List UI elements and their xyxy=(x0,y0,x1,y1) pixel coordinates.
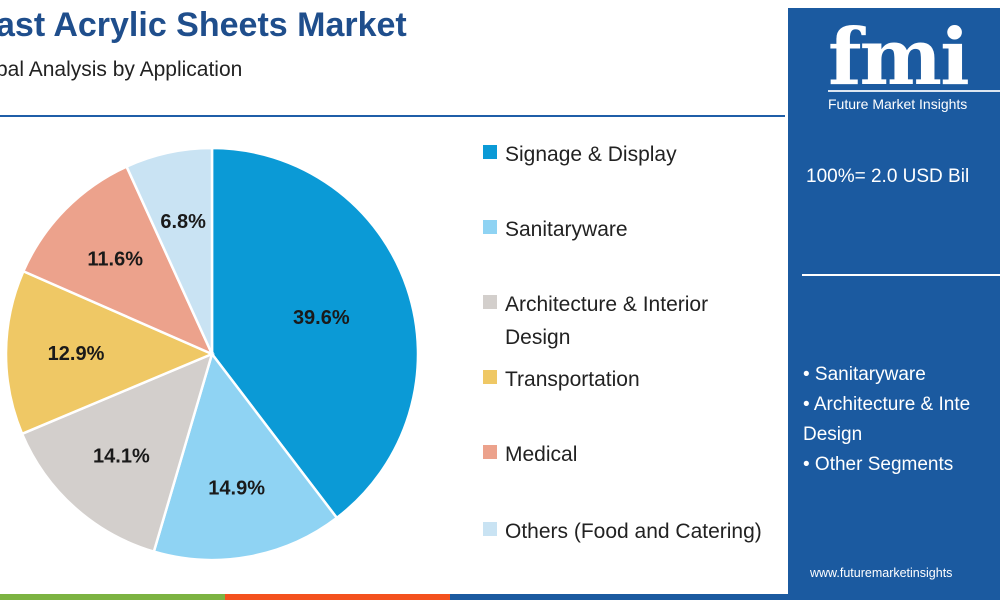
fmi-logo: fmi xyxy=(828,12,970,103)
legend-swatch xyxy=(483,522,497,536)
legend-item-architecture-interior: Architecture & Interior Design xyxy=(483,288,775,354)
data-label-transportation: 12.9% xyxy=(48,343,105,365)
logo-rule xyxy=(828,90,1000,92)
chart-title: ast Acrylic Sheets Market xyxy=(0,6,407,44)
data-label-sanitaryware: 14.9% xyxy=(208,478,265,500)
data-label-signage-display: 39.6% xyxy=(293,307,350,329)
header-divider xyxy=(0,115,785,117)
segment-item: • Architecture & Inte xyxy=(803,394,971,415)
pie-slice-medical xyxy=(21,164,215,357)
pie-slice-architecture-interior xyxy=(20,351,214,554)
legend-item-medical: Medical xyxy=(483,438,775,471)
legend-item-sanitaryware: Sanitaryware xyxy=(483,213,775,246)
legend-swatch xyxy=(483,145,497,159)
market-total: 100%= 2.0 USD Bil xyxy=(806,166,970,187)
legend-swatch xyxy=(483,220,497,234)
segment-item: • Other Segments xyxy=(803,454,954,475)
legend-label: Others (Food and Catering) xyxy=(505,520,762,543)
segment-item: • Sanitaryware xyxy=(803,364,926,385)
data-label-others: 6.8% xyxy=(160,211,206,233)
legend-swatch xyxy=(483,370,497,384)
legend-item-others: Others (Food and Catering) xyxy=(483,515,775,548)
data-label-medical: 11.6% xyxy=(87,249,143,271)
pie-slice-sanitaryware xyxy=(152,351,339,562)
legend-label: Architecture & Interior Design xyxy=(505,293,709,349)
info-sidebar: fmi Future Market Insights 100%= 2.0 USD… xyxy=(788,8,1000,600)
legend-label: Transportation xyxy=(505,368,640,391)
logo-caption: Future Market Insights xyxy=(828,96,968,112)
segment-list: • Sanitaryware • Architecture & Inte Des… xyxy=(803,360,1000,480)
data-label-architecture-interior: 14.1% xyxy=(93,445,150,467)
legend-item-transportation: Transportation xyxy=(483,363,775,396)
legend-label: Medical xyxy=(505,443,578,466)
segment-item: Design xyxy=(803,424,863,445)
legend-label: Sanitaryware xyxy=(505,218,628,241)
sidebar-divider xyxy=(802,274,1000,276)
legend-item-signage-display: Signage & Display xyxy=(483,138,775,171)
legend-swatch xyxy=(483,445,497,459)
legend-label: Signage & Display xyxy=(505,143,677,166)
pie-slice-transportation xyxy=(4,269,216,436)
pie-slice-others xyxy=(124,146,214,355)
chart-subtitle: bal Analysis by Application xyxy=(0,58,243,81)
bottom-color-bar xyxy=(0,594,790,600)
website-url: www.futuremarketinsights xyxy=(810,566,953,580)
pie-chart: 39.6% 14.9% 14.1% 12.9% 11.6% 6.8% xyxy=(4,146,420,562)
legend-swatch xyxy=(483,295,497,309)
pie-slice-signage-display xyxy=(210,146,420,520)
